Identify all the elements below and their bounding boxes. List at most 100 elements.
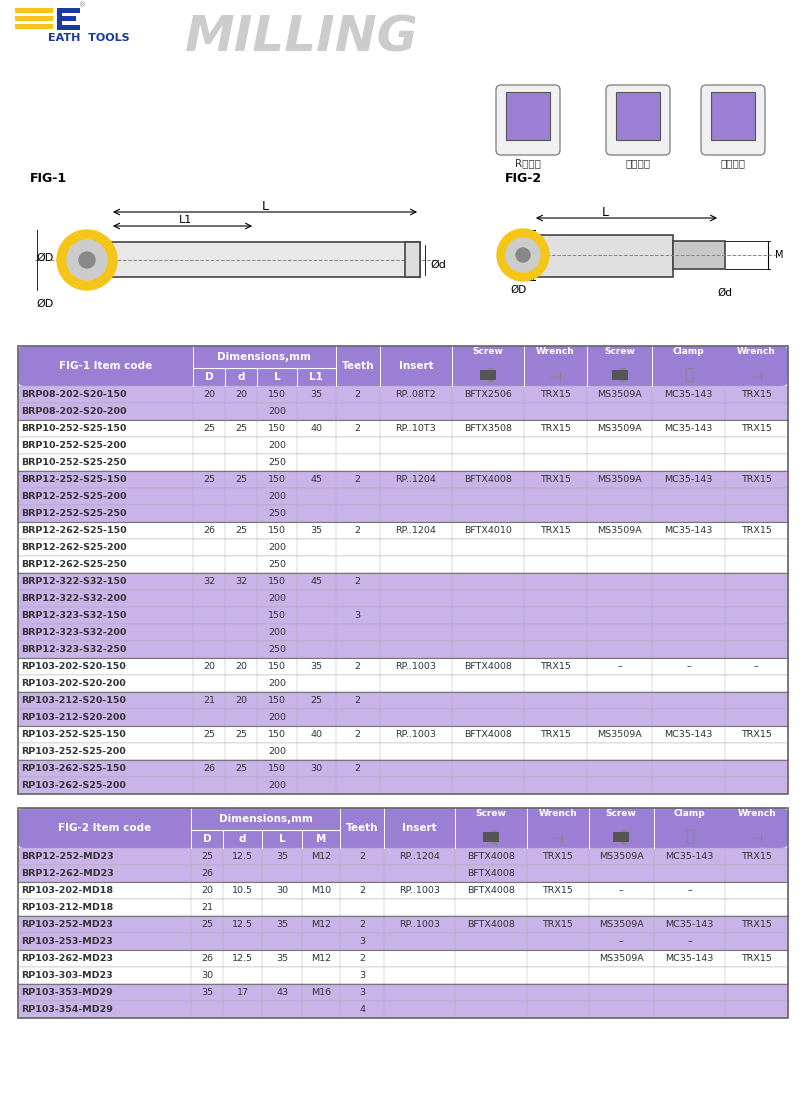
Text: RP103-253-MD23: RP103-253-MD23 <box>21 937 113 946</box>
Text: RP103-303-MD23: RP103-303-MD23 <box>21 971 113 980</box>
Text: 150: 150 <box>268 577 286 586</box>
Bar <box>18 933 788 950</box>
Text: –: – <box>617 662 622 671</box>
Text: RP103-252-S25-150: RP103-252-S25-150 <box>21 730 126 739</box>
Text: Insert: Insert <box>402 823 437 832</box>
Bar <box>18 573 788 590</box>
Text: BRP12-252-MD23: BRP12-252-MD23 <box>21 852 114 861</box>
Text: 20: 20 <box>235 662 247 671</box>
Text: BFTX4008: BFTX4008 <box>464 662 512 671</box>
Text: TRX15: TRX15 <box>741 390 772 399</box>
Text: –: – <box>687 937 692 946</box>
Text: 20: 20 <box>203 390 215 399</box>
Circle shape <box>516 248 530 262</box>
Bar <box>18 420 788 437</box>
Bar <box>18 505 788 523</box>
Text: Dimensions,mm: Dimensions,mm <box>219 814 312 824</box>
Text: 25: 25 <box>201 852 213 861</box>
Text: L1: L1 <box>309 372 324 382</box>
Text: MS3509A: MS3509A <box>597 390 642 399</box>
Text: 150: 150 <box>268 390 286 399</box>
Text: 26: 26 <box>203 764 215 773</box>
Circle shape <box>497 229 549 281</box>
Text: 2: 2 <box>359 852 365 861</box>
Text: TRX15: TRX15 <box>543 886 573 894</box>
Text: RP..1204: RP..1204 <box>399 852 440 861</box>
Text: RP103-252-S25-200: RP103-252-S25-200 <box>21 747 126 756</box>
Text: 25: 25 <box>203 730 215 739</box>
Text: 25: 25 <box>235 764 247 773</box>
Text: 25: 25 <box>235 424 247 433</box>
Text: RP103-353-MD29: RP103-353-MD29 <box>21 989 113 997</box>
Text: MS3509A: MS3509A <box>597 526 642 535</box>
Text: 2: 2 <box>355 390 361 399</box>
Bar <box>18 1001 788 1018</box>
Text: M12: M12 <box>312 954 332 963</box>
Text: 2: 2 <box>355 526 361 535</box>
Bar <box>18 437 788 454</box>
Text: 35: 35 <box>201 989 213 997</box>
Text: TRX15: TRX15 <box>540 390 571 399</box>
Text: BFTX4010: BFTX4010 <box>464 526 512 535</box>
Text: ▐: ▐ <box>616 830 626 845</box>
Text: L: L <box>601 206 609 218</box>
Bar <box>18 346 788 794</box>
Text: BRP10-252-S25-200: BRP10-252-S25-200 <box>21 441 126 451</box>
Text: BRP12-323-S32-200: BRP12-323-S32-200 <box>21 628 126 637</box>
Bar <box>15 24 53 29</box>
Text: 曲面加工: 曲面加工 <box>625 158 650 168</box>
Text: 200: 200 <box>268 628 286 637</box>
Text: 250: 250 <box>268 560 286 569</box>
Text: BRP12-262-MD23: BRP12-262-MD23 <box>21 869 114 878</box>
Bar <box>480 370 496 380</box>
Text: TRX15: TRX15 <box>741 852 772 861</box>
Text: BRP12-322-S32-150: BRP12-322-S32-150 <box>21 577 126 586</box>
Circle shape <box>67 240 107 280</box>
Bar <box>673 241 725 269</box>
Text: BFTX3508: BFTX3508 <box>464 424 512 433</box>
Text: BRP12-262-S25-200: BRP12-262-S25-200 <box>21 544 126 552</box>
Bar <box>18 523 788 539</box>
Text: –: – <box>619 937 624 946</box>
Bar <box>18 968 788 984</box>
Text: Screw: Screw <box>473 346 503 355</box>
Text: RP..1204: RP..1204 <box>395 475 436 484</box>
Text: TRX15: TRX15 <box>741 424 772 433</box>
Text: RP103-202-S20-150: RP103-202-S20-150 <box>21 662 126 671</box>
Text: L1: L1 <box>179 215 192 225</box>
Text: BRP08-202-S20-150: BRP08-202-S20-150 <box>21 390 126 399</box>
Text: 30: 30 <box>276 886 288 894</box>
Text: 12.5: 12.5 <box>232 920 253 929</box>
Text: RP..1204: RP..1204 <box>395 526 436 535</box>
Text: Wrench: Wrench <box>536 346 575 355</box>
Bar <box>18 386 788 403</box>
Text: 200: 200 <box>268 782 286 790</box>
Text: 2: 2 <box>359 886 365 894</box>
Text: 25: 25 <box>203 424 215 433</box>
Text: MC35-143: MC35-143 <box>664 424 712 433</box>
Text: RP..1003: RP..1003 <box>399 886 440 894</box>
FancyBboxPatch shape <box>606 85 670 155</box>
Text: RP..10T3: RP..10T3 <box>395 424 436 433</box>
Text: 43: 43 <box>276 989 288 997</box>
Text: R角加工: R角加工 <box>515 158 541 168</box>
Text: FIG-1 Item code: FIG-1 Item code <box>59 361 152 371</box>
Bar <box>533 235 673 277</box>
Text: ▐: ▐ <box>614 368 625 382</box>
Text: 26: 26 <box>201 869 213 878</box>
Text: 150: 150 <box>268 764 286 773</box>
Bar <box>18 470 788 488</box>
FancyBboxPatch shape <box>496 85 560 155</box>
Text: 21: 21 <box>203 696 215 705</box>
Text: RP..1003: RP..1003 <box>395 730 436 739</box>
Text: Insert: Insert <box>398 361 433 371</box>
Text: MC35-143: MC35-143 <box>666 954 714 963</box>
Bar <box>18 777 788 794</box>
Text: Screw: Screw <box>606 808 637 817</box>
Bar <box>405 242 420 277</box>
Text: BRP10-252-S25-150: BRP10-252-S25-150 <box>21 424 126 433</box>
Text: ⊣: ⊣ <box>549 370 562 384</box>
Text: –: – <box>619 886 624 894</box>
Text: BFTX4008: BFTX4008 <box>467 852 515 861</box>
Text: 32: 32 <box>203 577 215 586</box>
